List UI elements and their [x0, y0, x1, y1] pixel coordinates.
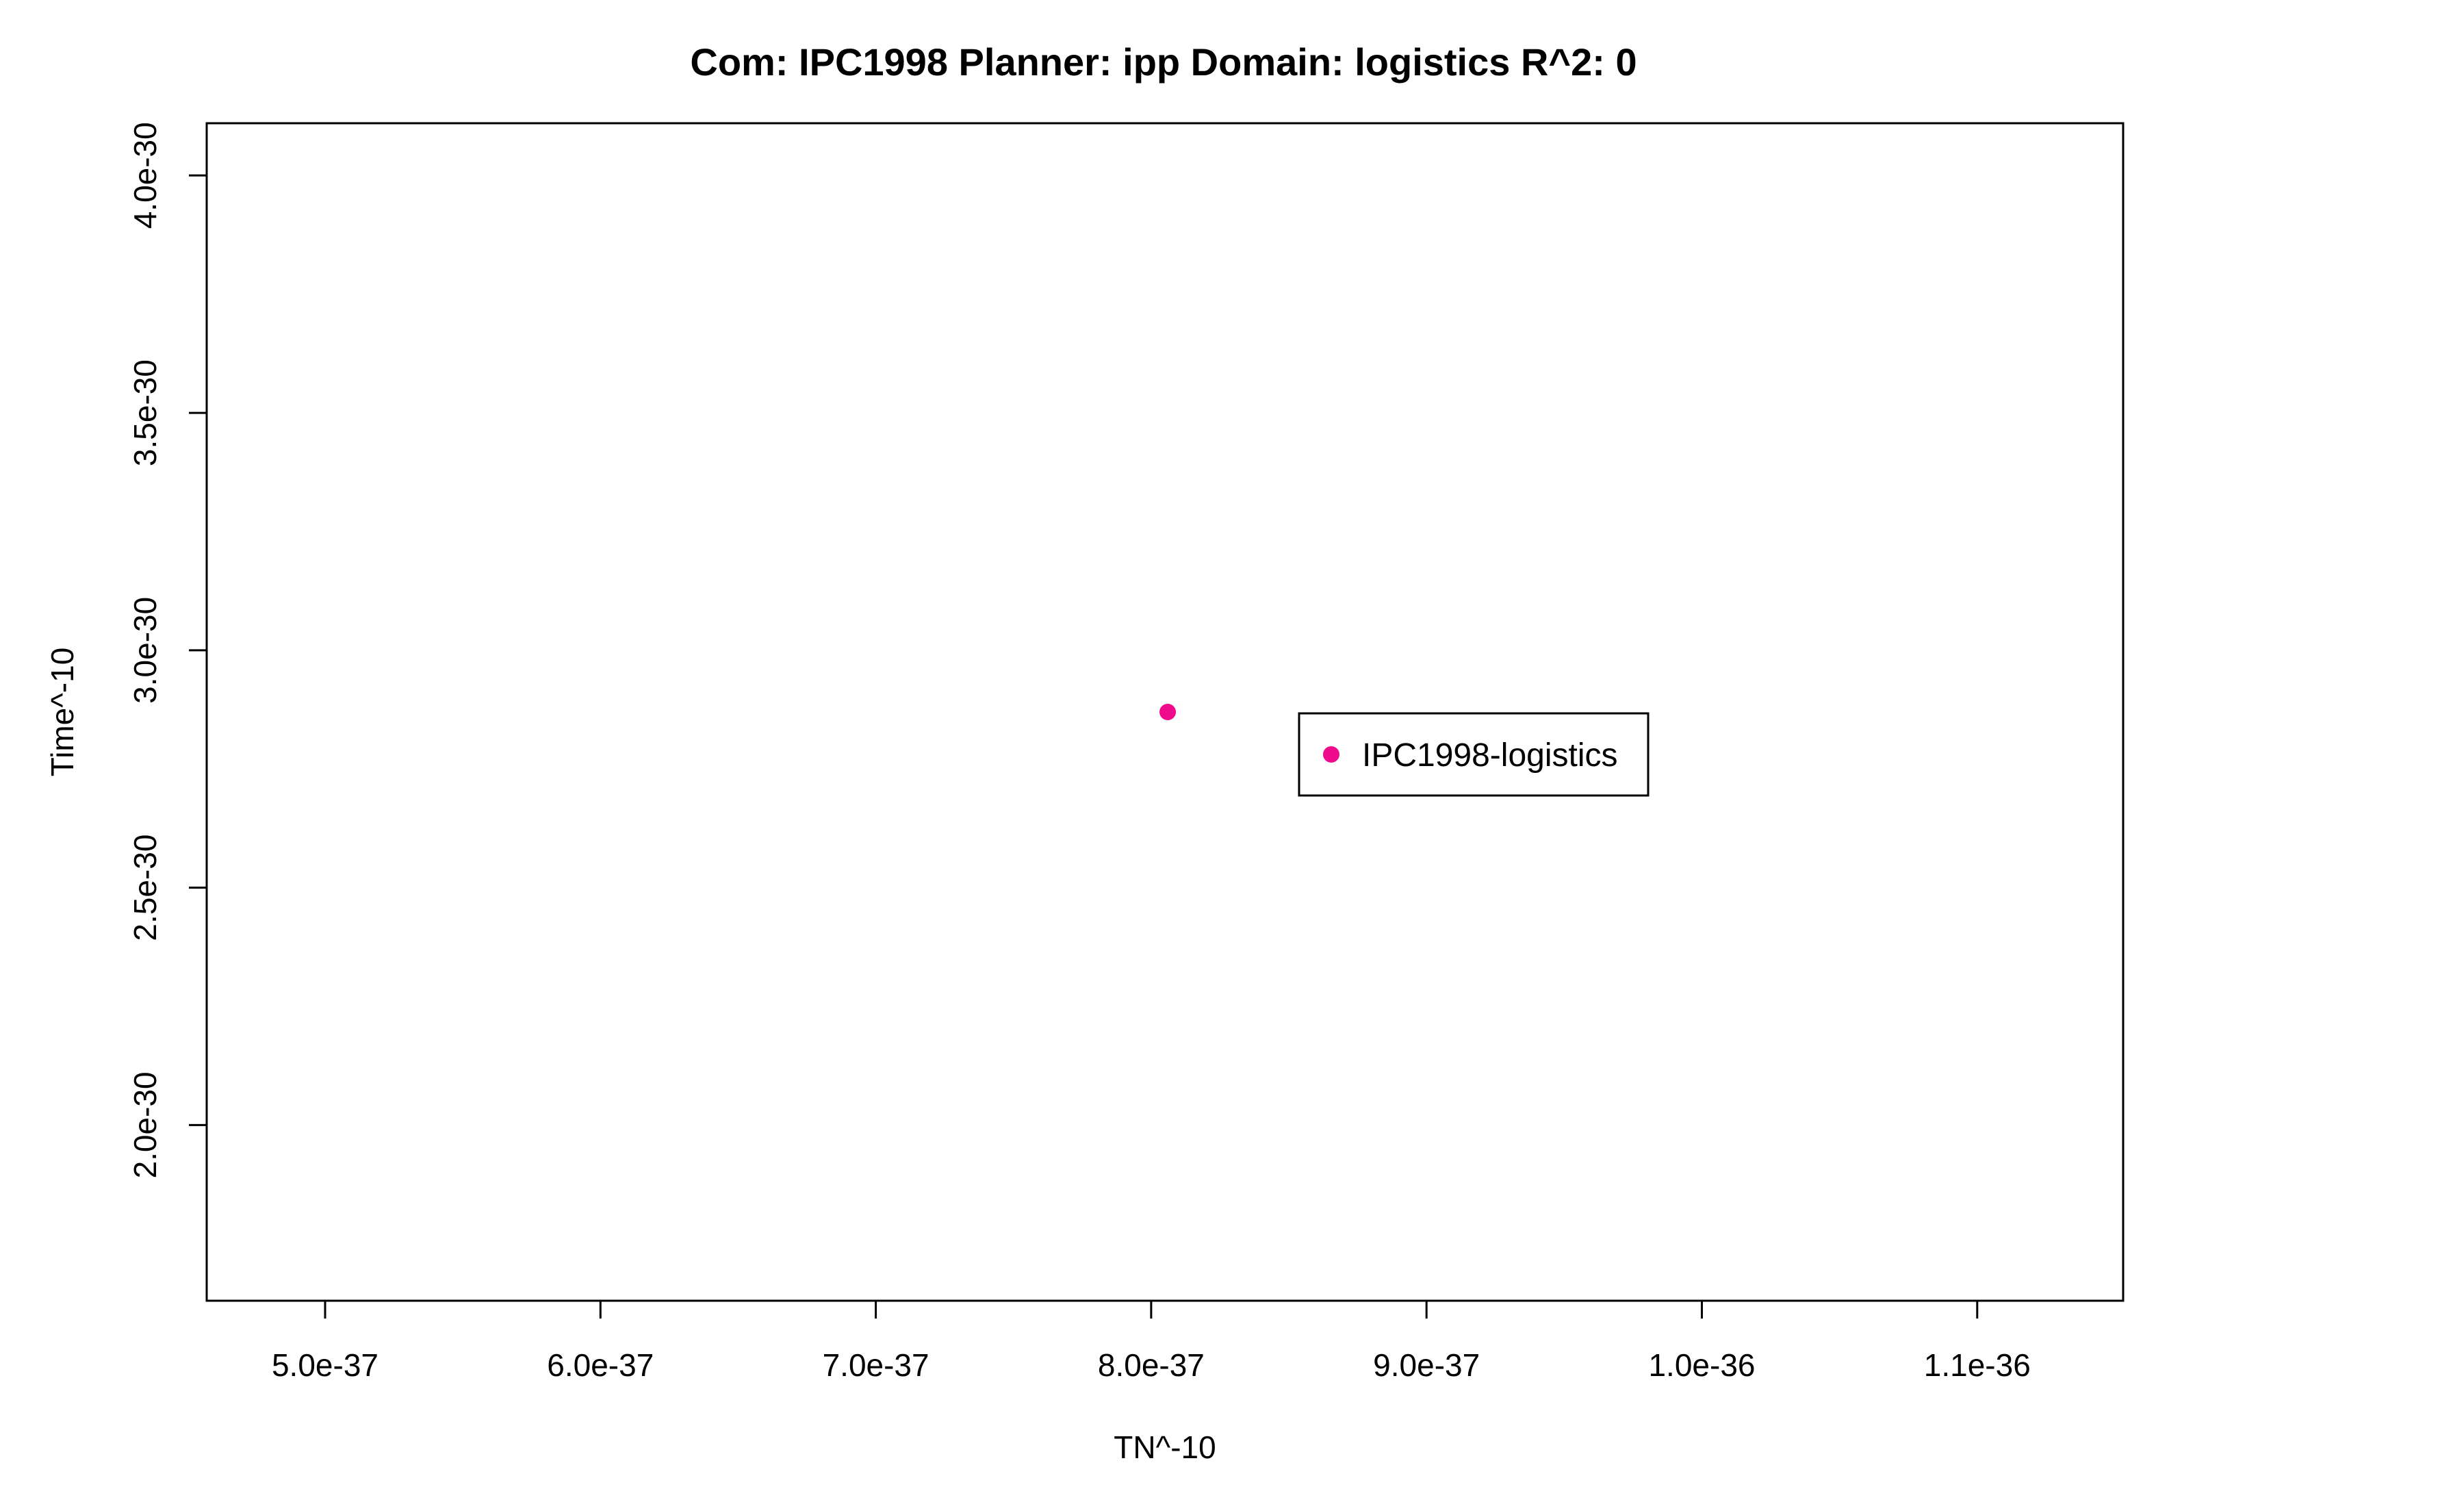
- x-axis-label: TN^-10: [1114, 1429, 1216, 1465]
- legend-marker: [1323, 746, 1339, 763]
- y-tick-label: 3.5e-30: [127, 359, 163, 466]
- data-points: [1159, 704, 1177, 720]
- plot-frame: [205, 122, 2125, 1302]
- x-tick-label: 9.0e-37: [1373, 1347, 1480, 1383]
- x-tick-label: 5.0e-37: [272, 1347, 378, 1383]
- y-tick-label: 4.0e-30: [127, 122, 163, 229]
- y-axis: 2.0e-30 2.5e-30 3.0e-30 3.5e-30 4.0e-30: [127, 122, 207, 1178]
- legend-label: IPC1998-logistics: [1362, 737, 1618, 774]
- chart-title: Com: IPC1998 Planner: ipp Domain: logist…: [690, 40, 1637, 84]
- x-axis: 5.0e-37 6.0e-37 7.0e-37 8.0e-37 9.0e-37 1.0e-…: [272, 1301, 2031, 1383]
- legend: IPC1998-logistics: [1298, 712, 1650, 797]
- x-tick-label: 1.0e-36: [1648, 1347, 1755, 1383]
- x-tick-label: 1.1e-36: [1924, 1347, 2031, 1383]
- y-tick-label: 2.5e-30: [127, 835, 163, 941]
- y-tick-label: 2.0e-30: [127, 1071, 163, 1178]
- legend-box: [1298, 712, 1650, 797]
- x-tick-label: 8.0e-37: [1098, 1347, 1205, 1383]
- y-axis-label: Time^-10: [44, 648, 80, 777]
- x-tick-label: 6.0e-37: [547, 1347, 654, 1383]
- data-point: [1159, 704, 1177, 720]
- y-tick-label: 3.0e-30: [127, 597, 163, 704]
- x-tick-label: 7.0e-37: [823, 1347, 929, 1383]
